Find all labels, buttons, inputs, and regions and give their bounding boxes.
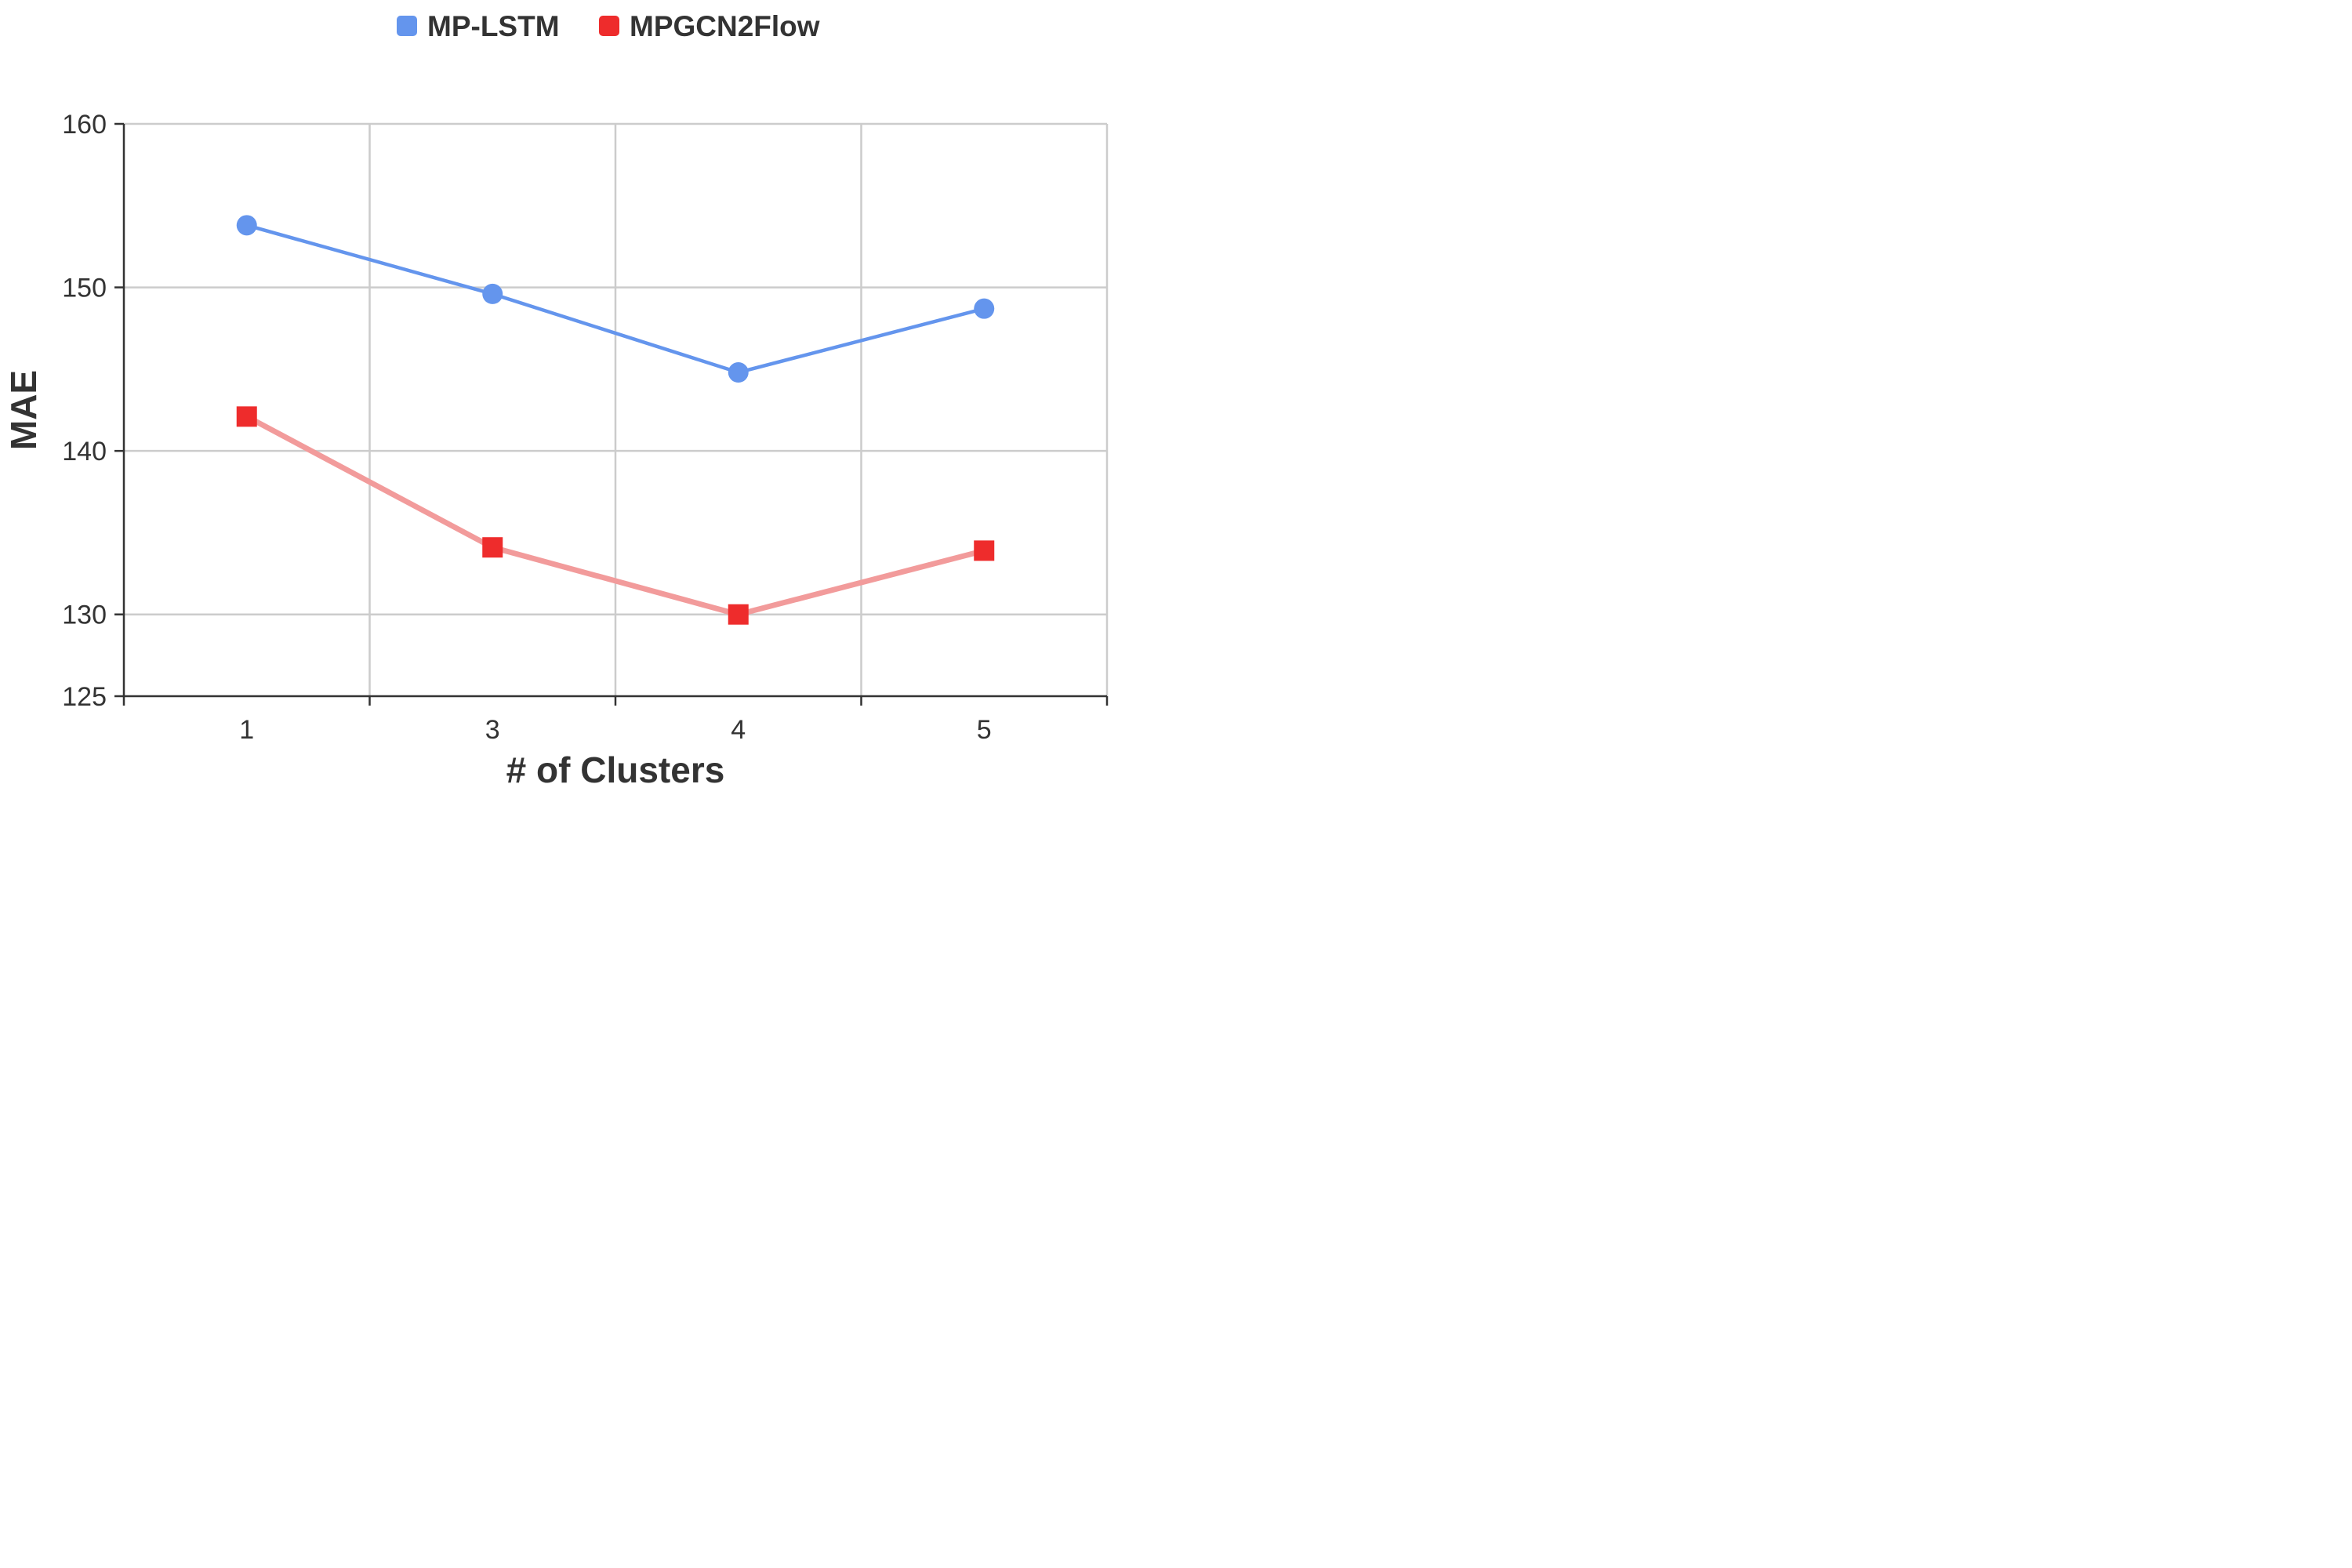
data-point <box>482 537 503 558</box>
data-point <box>236 406 257 427</box>
grid <box>124 122 1109 696</box>
chart: MP-LSTM MPGCN2Flow 125 130 140 150 160 1 3 4 5 # … <box>3 10 1109 790</box>
y-tick-label: 150 <box>62 274 107 303</box>
x-tick-label: 3 <box>485 715 500 745</box>
y-tick-label: 160 <box>62 110 107 140</box>
data-point <box>974 298 995 319</box>
data-point <box>728 604 749 625</box>
legend-label: MP-LSTM <box>427 10 560 42</box>
x-tick-label: 5 <box>977 715 992 745</box>
x-tick-label: 4 <box>731 715 746 745</box>
y-tick-label: 125 <box>62 682 107 712</box>
series-line-mpgcn2flow <box>245 414 985 618</box>
legend: MP-LSTM MPGCN2Flow <box>397 10 820 42</box>
axes: 125 130 140 150 160 1 3 4 5 <box>62 110 1109 745</box>
series-line-mp-lstm <box>246 223 985 375</box>
y-tick-label: 140 <box>62 437 107 466</box>
y-axis-title: MAE <box>3 370 44 450</box>
data-point <box>482 283 503 304</box>
y-tick-label: 130 <box>62 601 107 630</box>
x-tick-label: 1 <box>239 715 254 745</box>
x-axis-title: # of Clusters <box>506 750 725 790</box>
data-point <box>974 540 995 561</box>
data-point <box>236 215 257 236</box>
legend-label: MPGCN2Flow <box>630 10 820 42</box>
data-point <box>728 362 749 383</box>
series <box>236 215 995 625</box>
legend-swatch <box>397 16 417 36</box>
legend-swatch <box>599 16 619 36</box>
